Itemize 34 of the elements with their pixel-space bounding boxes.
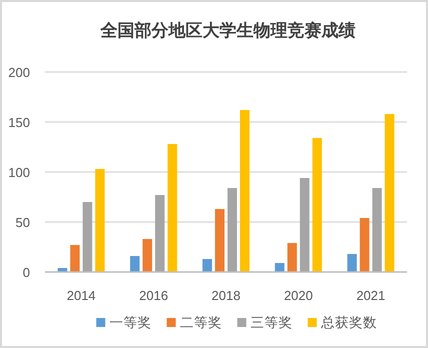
y-tick-label: 50 bbox=[16, 215, 30, 230]
bar bbox=[300, 178, 310, 272]
bar bbox=[287, 243, 297, 272]
bar bbox=[274, 263, 284, 272]
bar bbox=[228, 188, 237, 272]
bar bbox=[168, 144, 178, 272]
bar bbox=[372, 188, 382, 272]
y-tick-label: 100 bbox=[8, 165, 30, 180]
bar bbox=[155, 195, 165, 272]
bar bbox=[82, 202, 92, 272]
bar bbox=[360, 218, 370, 272]
bar bbox=[240, 110, 250, 272]
x-tick-label: 2018 bbox=[212, 288, 240, 303]
y-tick-label: 200 bbox=[8, 65, 30, 80]
bar bbox=[70, 245, 80, 272]
bar bbox=[215, 209, 224, 272]
x-tick-label: 2021 bbox=[356, 288, 386, 303]
x-tick-label: 2014 bbox=[66, 288, 96, 303]
legend-label: 三等奖 bbox=[250, 315, 292, 330]
title: 全国部分地区大学生物理竞赛成绩 bbox=[100, 21, 356, 41]
x-tick-label: 2016 bbox=[139, 288, 168, 303]
bar bbox=[347, 254, 357, 272]
x-tick-label: 2020 bbox=[284, 288, 313, 303]
legend-label: 总获奖数 bbox=[320, 315, 377, 330]
legend-label: 二等奖 bbox=[180, 315, 222, 330]
bar bbox=[202, 259, 212, 272]
bar bbox=[312, 138, 322, 272]
bar bbox=[142, 239, 152, 272]
bar bbox=[95, 169, 105, 272]
y-tick-label: 0 bbox=[22, 265, 30, 280]
y-tick-label: 150 bbox=[8, 115, 30, 130]
bar bbox=[384, 114, 394, 272]
bar bbox=[130, 256, 140, 272]
legend-label: 一等奖 bbox=[109, 315, 152, 330]
